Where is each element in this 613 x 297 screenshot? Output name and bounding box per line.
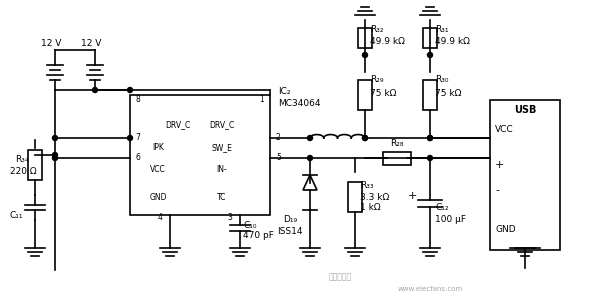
Circle shape	[362, 135, 368, 140]
Text: R₂₈: R₂₈	[390, 140, 404, 148]
Text: TC: TC	[218, 194, 227, 203]
Text: IC₂: IC₂	[278, 88, 291, 97]
Text: VCC: VCC	[150, 165, 166, 175]
Text: 7: 7	[135, 133, 140, 143]
Text: 49.9 kΩ: 49.9 kΩ	[370, 37, 405, 47]
Text: MC34064: MC34064	[278, 99, 321, 108]
Text: 1: 1	[260, 96, 264, 105]
Text: R₃₁: R₃₁	[435, 26, 449, 34]
Text: GND: GND	[149, 194, 167, 203]
Bar	[423, 80, 437, 110]
Bar	[348, 182, 362, 212]
Text: 470 pF: 470 pF	[243, 231, 274, 241]
Text: 6: 6	[135, 154, 140, 162]
Text: ISS14: ISS14	[277, 228, 303, 236]
Text: IN-: IN-	[216, 165, 227, 175]
Text: 电子发烧友: 电子发烧友	[329, 272, 352, 281]
Text: 1 kΩ: 1 kΩ	[360, 203, 381, 212]
Text: 12 V: 12 V	[41, 40, 61, 48]
Text: R₃₃: R₃₃	[360, 181, 373, 189]
Bar	[383, 151, 411, 165]
Text: 75 kΩ: 75 kΩ	[370, 89, 397, 97]
Text: R₃₀: R₃₀	[435, 75, 449, 85]
Circle shape	[362, 53, 368, 58]
Text: 5: 5	[276, 154, 281, 162]
Text: 4: 4	[158, 214, 162, 222]
Text: DRV_C: DRV_C	[210, 121, 235, 129]
Text: 75 kΩ: 75 kΩ	[435, 89, 462, 97]
Text: R₃₄: R₃₄	[15, 156, 28, 165]
Text: 100 μF: 100 μF	[435, 216, 466, 225]
Text: R₃₂: R₃₂	[370, 26, 384, 34]
Circle shape	[128, 88, 132, 92]
Circle shape	[362, 135, 368, 140]
Circle shape	[53, 156, 58, 160]
Text: SW_E: SW_E	[211, 143, 232, 152]
Text: 8: 8	[135, 96, 140, 105]
Text: 3: 3	[227, 214, 232, 222]
Bar	[490, 100, 560, 250]
Circle shape	[93, 88, 97, 92]
Circle shape	[427, 156, 433, 160]
Text: 2: 2	[276, 133, 281, 143]
Bar	[28, 150, 42, 180]
Circle shape	[53, 152, 58, 157]
Bar	[358, 28, 372, 48]
Circle shape	[427, 135, 433, 140]
Text: GND: GND	[495, 225, 516, 235]
Circle shape	[427, 135, 433, 140]
Text: 3.3 kΩ: 3.3 kΩ	[360, 192, 389, 201]
Text: www.elecfans.com: www.elecfans.com	[397, 286, 463, 292]
Bar	[130, 95, 270, 215]
Bar	[423, 28, 437, 48]
Text: +: +	[407, 191, 417, 201]
Text: R₂₉: R₂₉	[370, 75, 384, 85]
Circle shape	[53, 135, 58, 140]
Text: C₁₂: C₁₂	[435, 203, 449, 211]
Text: -: -	[495, 185, 499, 195]
Text: 49.9 kΩ: 49.9 kΩ	[435, 37, 470, 47]
Text: DRV_C: DRV_C	[166, 121, 191, 129]
Text: 12 V: 12 V	[81, 40, 101, 48]
Text: VCC: VCC	[495, 126, 514, 135]
Text: +: +	[495, 160, 504, 170]
Circle shape	[308, 156, 313, 160]
Polygon shape	[303, 175, 317, 190]
Text: C₁₀: C₁₀	[243, 220, 256, 230]
Text: 220 Ω: 220 Ω	[10, 168, 37, 176]
Circle shape	[308, 135, 313, 140]
Text: C₁₁: C₁₁	[10, 211, 23, 219]
Bar	[358, 80, 372, 110]
Text: D₁₉: D₁₉	[283, 216, 297, 225]
Text: USB: USB	[514, 105, 536, 115]
Circle shape	[128, 135, 132, 140]
Circle shape	[427, 53, 433, 58]
Text: IPK: IPK	[152, 143, 164, 152]
